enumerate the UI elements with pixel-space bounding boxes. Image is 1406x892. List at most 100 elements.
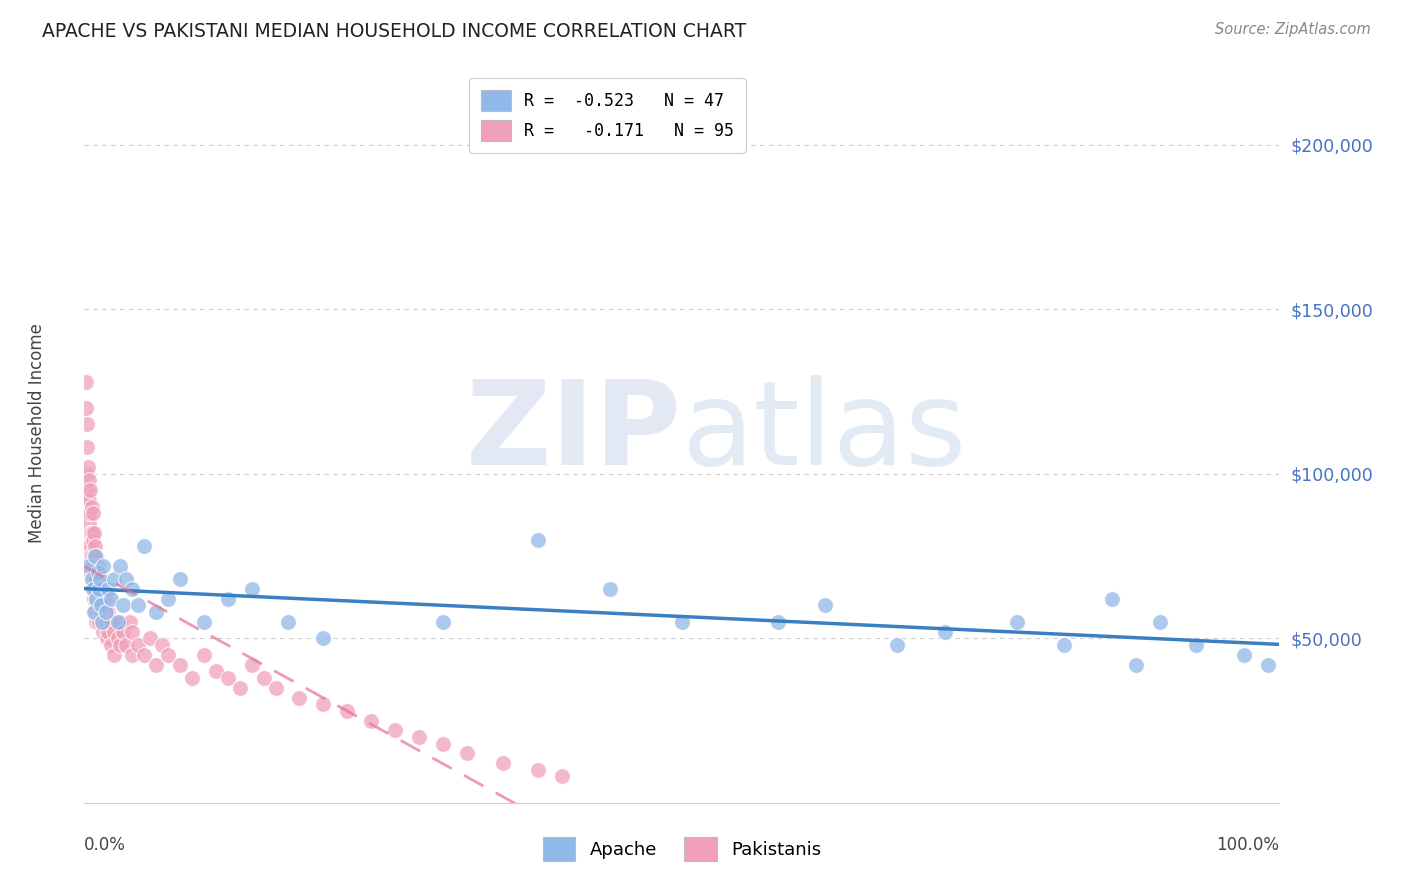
Point — [111, 599, 134, 613]
Point — [86, 572, 108, 586]
Point — [77, 483, 100, 498]
Text: 100.0%: 100.0% — [1216, 836, 1279, 855]
Point — [193, 615, 215, 629]
Point — [77, 473, 100, 487]
Point — [1149, 615, 1171, 629]
Point — [145, 605, 167, 619]
Point — [181, 671, 204, 685]
Point — [86, 549, 108, 563]
Point — [87, 582, 110, 596]
Point — [91, 591, 114, 606]
Point — [110, 615, 132, 629]
Point — [312, 632, 335, 646]
Point — [139, 632, 162, 646]
Point — [93, 605, 115, 619]
Point — [1101, 591, 1123, 606]
Point — [121, 582, 143, 596]
Point — [83, 605, 105, 619]
Point — [336, 704, 359, 718]
Point — [83, 572, 105, 586]
Point — [79, 566, 101, 580]
Point — [100, 615, 122, 629]
Point — [1233, 648, 1256, 662]
Point — [83, 549, 105, 563]
Point — [97, 624, 120, 639]
Point — [145, 657, 167, 672]
Point — [94, 605, 117, 619]
Point — [115, 638, 138, 652]
Point — [150, 638, 173, 652]
Point — [91, 615, 114, 629]
Point — [84, 582, 107, 596]
Point — [84, 549, 107, 563]
Point — [169, 572, 191, 586]
Point — [1125, 657, 1147, 672]
Point — [91, 615, 114, 629]
Point — [527, 533, 550, 547]
Point — [264, 681, 287, 695]
Point — [288, 690, 311, 705]
Point — [121, 624, 143, 639]
Point — [82, 506, 104, 520]
Point — [96, 632, 118, 646]
Point — [82, 558, 104, 573]
Point — [89, 599, 111, 613]
Point — [766, 615, 789, 629]
Point — [94, 615, 117, 629]
Point — [599, 582, 621, 596]
Point — [77, 506, 100, 520]
Point — [77, 516, 100, 530]
Point — [90, 582, 112, 596]
Point — [77, 493, 100, 508]
Point — [934, 624, 956, 639]
Point — [86, 615, 108, 629]
Text: APACHE VS PAKISTANI MEDIAN HOUSEHOLD INCOME CORRELATION CHART: APACHE VS PAKISTANI MEDIAN HOUSEHOLD INC… — [42, 22, 747, 41]
Point — [93, 624, 115, 639]
Point — [240, 582, 263, 596]
Point — [127, 638, 149, 652]
Point — [100, 638, 122, 652]
Point — [1257, 657, 1279, 672]
Point — [77, 493, 100, 508]
Point — [80, 572, 103, 586]
Point — [277, 615, 299, 629]
Text: Median Household Income: Median Household Income — [28, 323, 45, 542]
Point — [551, 769, 574, 783]
Point — [80, 500, 103, 514]
Text: atlas: atlas — [682, 376, 967, 490]
Point — [132, 539, 156, 553]
Point — [80, 549, 103, 563]
Point — [107, 632, 129, 646]
Point — [79, 526, 101, 541]
Point — [886, 638, 908, 652]
Point — [97, 605, 120, 619]
Point — [76, 417, 98, 432]
Point — [84, 539, 107, 553]
Point — [79, 483, 101, 498]
Point — [193, 648, 215, 662]
Point — [79, 549, 101, 563]
Point — [408, 730, 430, 744]
Point — [82, 533, 104, 547]
Point — [1053, 638, 1076, 652]
Point — [87, 615, 110, 629]
Point — [84, 605, 107, 619]
Point — [82, 582, 104, 596]
Point — [82, 582, 104, 596]
Point — [527, 763, 550, 777]
Point — [671, 615, 693, 629]
Point — [107, 615, 129, 629]
Point — [432, 615, 454, 629]
Point — [100, 591, 122, 606]
Point — [814, 599, 837, 613]
Point — [456, 747, 478, 761]
Point — [432, 737, 454, 751]
Point — [75, 401, 97, 415]
Point — [127, 599, 149, 613]
Point — [75, 375, 97, 389]
Point — [103, 648, 125, 662]
Point — [205, 664, 228, 678]
Point — [1185, 638, 1208, 652]
Point — [492, 756, 515, 771]
Point — [157, 591, 180, 606]
